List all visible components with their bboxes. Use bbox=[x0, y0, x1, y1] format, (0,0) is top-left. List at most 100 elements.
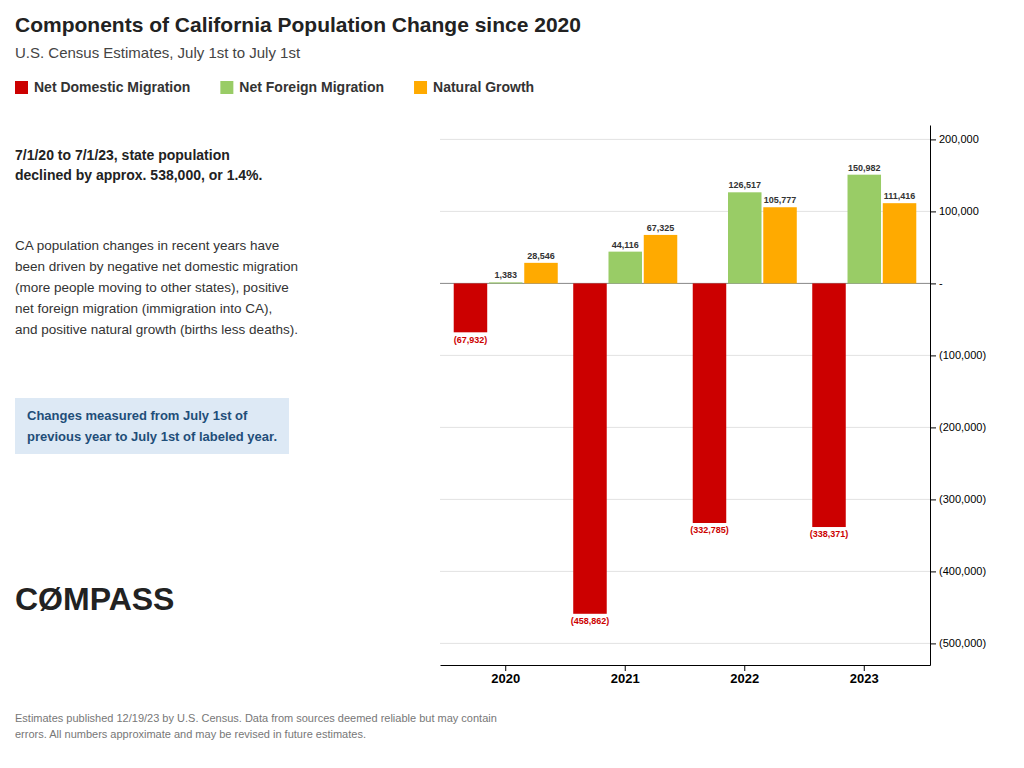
y-tick: (500,000) bbox=[930, 637, 986, 649]
tick-label: (300,000) bbox=[939, 493, 986, 505]
y-axis: 200,000 100,000 - (100,000) (200,000) (300,00… bbox=[930, 126, 986, 666]
legend-item: Net Domestic Migration bbox=[15, 79, 190, 95]
tick-label: (100,000) bbox=[939, 349, 986, 361]
tick-label: 2023 bbox=[850, 671, 879, 686]
grid bbox=[440, 139, 930, 643]
grid-line bbox=[440, 139, 930, 140]
legend-item: Natural Growth bbox=[414, 79, 534, 95]
data-label: 28,546 bbox=[527, 251, 555, 261]
x-axis: 2020 2021 2022 2023 bbox=[441, 665, 931, 686]
data-label: 1,383 bbox=[494, 270, 517, 280]
x-tick: 2022 bbox=[730, 665, 759, 686]
grid-line bbox=[440, 643, 930, 644]
annotation-line: been driven by negative net domestic mig… bbox=[15, 259, 298, 274]
bar bbox=[728, 192, 762, 283]
data-label: (332,785) bbox=[690, 525, 729, 535]
tick-mark bbox=[625, 665, 626, 671]
legend-label: Net Domestic Migration bbox=[34, 79, 190, 95]
bar bbox=[883, 203, 917, 283]
tick-mark bbox=[930, 499, 936, 500]
annotation-box-group: Changes measured from July 1st of previou… bbox=[15, 398, 289, 454]
annotation-box-text-line: previous year to July 1st of labeled yea… bbox=[27, 429, 277, 444]
tick-mark bbox=[930, 643, 936, 644]
tick-label: 200,000 bbox=[939, 133, 979, 145]
data-label: 105,777 bbox=[764, 195, 797, 205]
data-label: 150,982 bbox=[848, 163, 881, 173]
title: Components of California Population Chan… bbox=[15, 13, 581, 36]
y-tick: (300,000) bbox=[930, 493, 986, 505]
legend-label: Net Foreign Migration bbox=[239, 79, 384, 95]
tick-mark bbox=[930, 283, 936, 284]
bar bbox=[812, 283, 846, 527]
annotation-box-text-line: Changes measured from July 1st of bbox=[27, 408, 248, 423]
footnote-line: Estimates published 12/19/23 by U.S. Cen… bbox=[15, 712, 497, 724]
data-label: 111,416 bbox=[884, 191, 916, 201]
tick-label: 2022 bbox=[730, 671, 759, 686]
data-label: (67,932) bbox=[454, 335, 488, 345]
chart: Components of California Population Chan… bbox=[0, 0, 1024, 768]
tick-mark bbox=[930, 355, 936, 356]
bar bbox=[524, 263, 558, 284]
data-label: 126,517 bbox=[728, 180, 761, 190]
x-tick: 2021 bbox=[611, 665, 640, 686]
tick-label: (400,000) bbox=[939, 565, 986, 577]
tick-label: (500,000) bbox=[939, 637, 986, 649]
tick-mark bbox=[744, 665, 745, 671]
grid-line bbox=[440, 427, 930, 428]
axis-line bbox=[441, 665, 931, 666]
annotation-line: and positive natural growth (births less… bbox=[15, 322, 298, 337]
grid-line bbox=[440, 355, 930, 356]
data-label: (458,862) bbox=[571, 616, 610, 626]
data-label: 44,116 bbox=[612, 240, 639, 250]
annotation-box bbox=[15, 398, 289, 454]
footnote-line: errors. All numbers approximate and may … bbox=[15, 728, 366, 740]
annotation-line: (more people moving to other states), po… bbox=[15, 280, 289, 295]
data-label: (338,371) bbox=[810, 529, 849, 539]
legend-swatch bbox=[15, 81, 28, 94]
y-tick: 200,000 bbox=[930, 133, 979, 145]
bar bbox=[763, 207, 797, 283]
annotation: CA population changes in recent years ha… bbox=[15, 238, 298, 337]
bar-series bbox=[524, 203, 916, 283]
bar bbox=[848, 175, 882, 284]
x-tick: 2020 bbox=[491, 665, 520, 686]
tick-label: 2021 bbox=[611, 671, 640, 686]
y-tick: (200,000) bbox=[930, 421, 986, 433]
subtitle: U.S. Census Estimates, July 1st to July … bbox=[15, 44, 301, 61]
logo: CØMPASS bbox=[15, 581, 174, 617]
y-tick: - bbox=[930, 277, 943, 289]
bar bbox=[608, 252, 642, 284]
bar bbox=[489, 282, 523, 284]
x-tick: 2023 bbox=[850, 665, 879, 686]
tick-mark bbox=[930, 571, 936, 572]
annotation: 7/1/20 to 7/1/23, state populationdeclin… bbox=[15, 147, 262, 183]
y-tick: (100,000) bbox=[930, 349, 986, 361]
axis-line bbox=[930, 126, 931, 666]
legend-label: Natural Growth bbox=[433, 79, 534, 95]
footnote: Estimates published 12/19/23 by U.S. Cen… bbox=[15, 712, 497, 740]
y-tick: (400,000) bbox=[930, 565, 986, 577]
tick-label: (200,000) bbox=[939, 421, 986, 433]
tick-mark bbox=[930, 139, 936, 140]
y-tick: 100,000 bbox=[930, 205, 979, 217]
bars bbox=[454, 175, 917, 614]
plot: (67,932) (458,862) (332,785) (338,371) 1,383… bbox=[440, 126, 986, 687]
bar bbox=[644, 235, 678, 283]
legend-item: Net Foreign Migration bbox=[220, 79, 384, 95]
tick-label: - bbox=[939, 277, 943, 289]
bar bbox=[573, 283, 607, 613]
bar bbox=[454, 283, 488, 332]
tick-mark bbox=[930, 211, 936, 212]
tick-mark bbox=[864, 665, 865, 671]
tick-mark bbox=[505, 665, 506, 671]
grid-line bbox=[440, 499, 930, 500]
tick-label: 100,000 bbox=[939, 205, 979, 217]
tick-label: 2020 bbox=[491, 671, 520, 686]
bar bbox=[693, 283, 727, 523]
bar-series bbox=[489, 175, 881, 284]
data-label: 67,325 bbox=[647, 223, 675, 233]
annotation-line: net foreign migration (immigration into … bbox=[15, 301, 272, 316]
legend: Net Domestic Migration Net Foreign Migrat… bbox=[15, 79, 534, 95]
annotation-box-text: Changes measured from July 1st of previou… bbox=[27, 408, 277, 444]
annotation-line: CA population changes in recent years ha… bbox=[15, 238, 279, 253]
